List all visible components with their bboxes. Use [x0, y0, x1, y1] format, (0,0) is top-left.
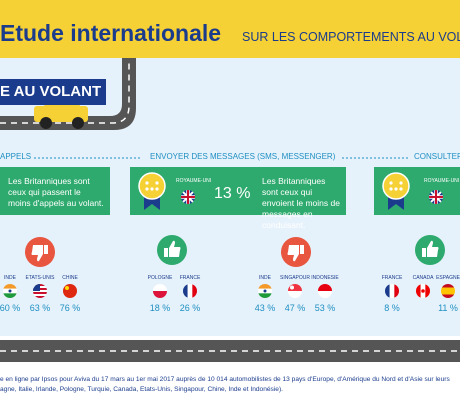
country-percent: 53 %: [314, 303, 336, 313]
section-heading: APPELS: [0, 152, 32, 161]
country-percent: 43 %: [254, 303, 276, 313]
medal: [138, 172, 166, 210]
subtitle: SUR LES COMPORTEMENTS AU VOLA: [242, 30, 460, 44]
box-text: Les Britanniques sont ceux qui envoient …: [262, 176, 340, 230]
flag: [318, 284, 332, 298]
country-percent: 26 %: [179, 303, 201, 313]
footer-line: agne, Italie, Irlande, Pologne, Turquie,…: [0, 386, 283, 393]
flag: [33, 284, 47, 298]
icons: [3, 172, 455, 298]
info-box: [0, 167, 110, 215]
country-percent: 47 %: [284, 303, 306, 313]
country-name: ESPAGNE: [436, 275, 460, 281]
dividers: [34, 157, 410, 159]
country-name: ETATS-UNIS: [25, 275, 55, 281]
flag: [181, 190, 195, 204]
country-name: POLOGNE: [147, 275, 173, 281]
thumb-down: [281, 237, 311, 267]
header-band: [0, 0, 460, 58]
box-country: ROYAUME-UNI: [424, 178, 460, 184]
country-name: SINGAPOUR: [279, 275, 310, 281]
thumb-up: [157, 235, 187, 265]
flag: [3, 284, 17, 298]
section-heading: ENVOYER DES MESSAGES (SMS, MESSENGER): [150, 152, 336, 161]
flag: [258, 284, 272, 298]
road-bottom: [0, 340, 460, 362]
banner: E AU VOLANT: [0, 79, 106, 105]
country-name: CANADA: [412, 275, 434, 281]
flag: [441, 284, 455, 298]
country-name: FRANCE: [381, 275, 403, 281]
medal: [382, 172, 410, 210]
flag: [429, 190, 443, 204]
section-heading: CONSULTER: [414, 152, 460, 161]
flag: [385, 284, 399, 298]
country-percent: 60 %: [0, 303, 21, 313]
flag: [288, 284, 302, 298]
box-text: Les Britanniques sont ceux qui passent l…: [8, 176, 104, 208]
info-box: [130, 167, 346, 215]
country-percent: 8 %: [384, 303, 400, 313]
country-name: INDE: [4, 275, 16, 281]
thumb-down: [25, 237, 55, 267]
flag: [153, 284, 167, 298]
flag: [183, 284, 197, 298]
country-percent: 11 %: [438, 303, 458, 313]
country-percent: 63 %: [29, 303, 51, 313]
road-line: [0, 60, 130, 124]
country-percent: 18 %: [149, 303, 171, 313]
thumb-up: [415, 235, 445, 265]
country-name: INDONESIE: [311, 275, 339, 281]
country-name: FRANCE: [179, 275, 201, 281]
box-percent: 13 %: [214, 185, 251, 202]
country-name: CHINE: [62, 275, 78, 281]
box-country: ROYAUME-UNI: [176, 178, 212, 184]
title: Etude internationale: [0, 20, 222, 46]
flag: [416, 284, 430, 298]
road-top: [0, 58, 136, 130]
country-name: INDE: [259, 275, 271, 281]
country-percent: 76 %: [59, 303, 81, 313]
footer-line: e en ligne par Ipsos pour Aviva du 17 ma…: [0, 376, 450, 383]
flag: [63, 284, 77, 298]
